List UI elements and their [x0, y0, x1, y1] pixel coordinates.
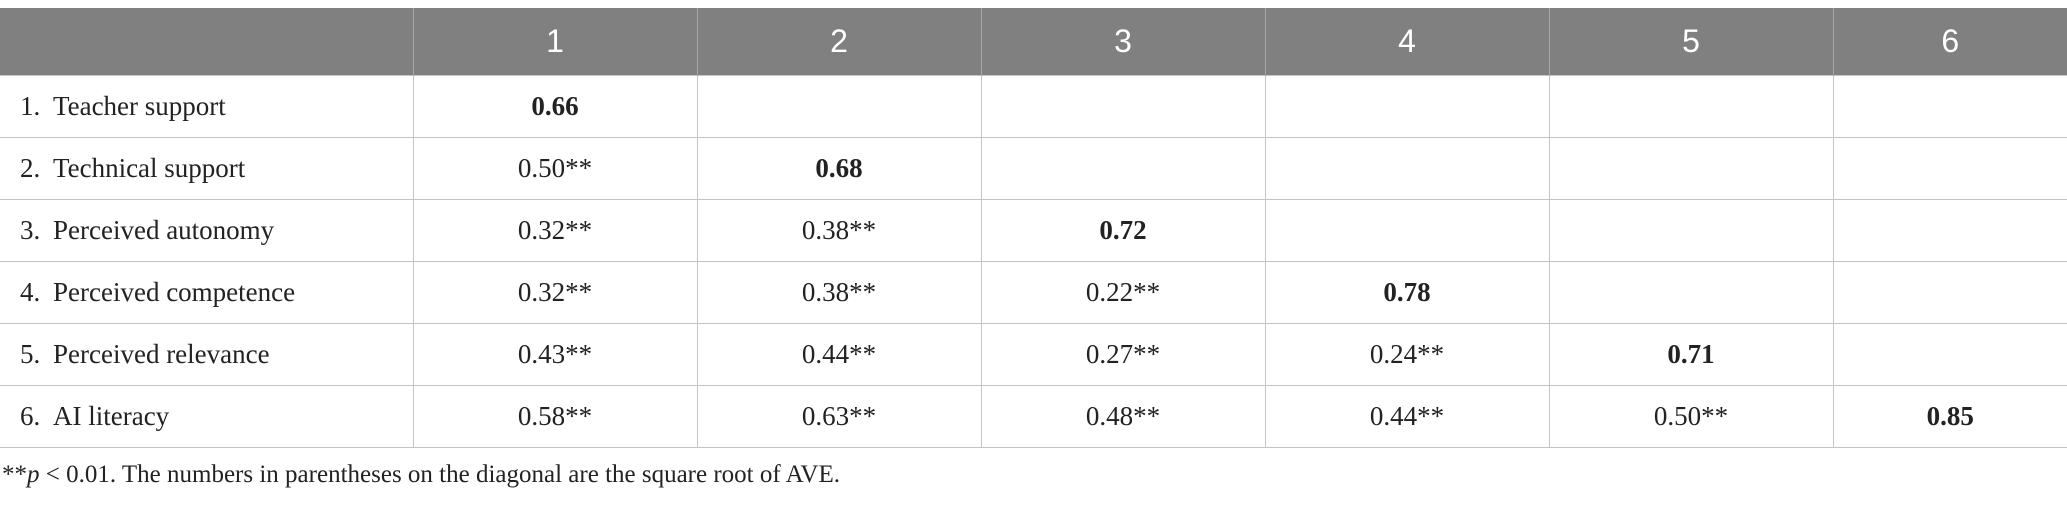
table-cell [1264, 75, 1550, 138]
table-cell [1548, 75, 1834, 138]
row-label: 2. Technical support [0, 137, 414, 200]
table-cell [980, 75, 1266, 138]
table-cell [1832, 137, 2067, 200]
table-cell [1832, 323, 2067, 386]
correlation-table: 1 2 3 4 5 6 1. Teacher support 0.66 2. Tec… [0, 8, 2067, 448]
table-cell [1832, 199, 2067, 262]
table-cell [1548, 137, 1834, 200]
table-cell: 0.44** [1264, 385, 1550, 448]
row-label: 4. Perceived competence [0, 261, 414, 324]
table-cell: 0.24** [1264, 323, 1550, 386]
row-number: 1. [20, 91, 41, 121]
footnote-text: < 0.01. The numbers in parentheses on th… [39, 461, 840, 488]
diagonal-cell: 0.66 [412, 75, 698, 138]
header-cell-corner [0, 8, 413, 76]
table-row: 6. AI literacy 0.58** 0.63** 0.48** 0.44*… [0, 385, 2067, 448]
table-cell: 0.38** [696, 261, 982, 324]
table-row: 5. Perceived relevance 0.43** 0.44** 0.27… [0, 323, 2067, 386]
header-cell-5: 5 [1548, 8, 1833, 76]
table-row: 1. Teacher support 0.66 [0, 75, 2067, 138]
table-cell: 0.22** [980, 261, 1266, 324]
row-label: 6. AI literacy [0, 385, 414, 448]
table-cell: 0.44** [696, 323, 982, 386]
footnote-stars: ** [2, 461, 27, 488]
table-cell: 0.38** [696, 199, 982, 262]
row-number: 5. [20, 339, 41, 369]
table-cell: 0.32** [412, 199, 698, 262]
row-number: 6. [20, 401, 41, 431]
row-number: 2. [20, 153, 41, 183]
table-cell [980, 137, 1266, 200]
table-cell [1264, 137, 1550, 200]
row-label-text: Perceived competence [53, 277, 296, 307]
diagonal-cell: 0.68 [696, 137, 982, 200]
table-cell [1832, 75, 2067, 138]
table-cell: 0.43** [412, 323, 698, 386]
table-cell: 0.63** [696, 385, 982, 448]
row-number: 4. [20, 277, 41, 307]
table-cell [1832, 261, 2067, 324]
table-row: 3. Perceived autonomy 0.32** 0.38** 0.72 [0, 199, 2067, 262]
table-row: 4. Perceived competence 0.32** 0.38** 0.2… [0, 261, 2067, 324]
footnote-p-symbol: p [27, 461, 40, 488]
row-label-text: Perceived autonomy [53, 215, 275, 245]
table-footnote: **p < 0.01. The numbers in parentheses o… [2, 461, 840, 489]
header-cell-1: 1 [412, 8, 697, 76]
table-cell [696, 75, 982, 138]
diagonal-cell: 0.71 [1548, 323, 1834, 386]
row-label: 5. Perceived relevance [0, 323, 414, 386]
row-label-text: Technical support [53, 153, 246, 183]
correlation-table-container: 1 2 3 4 5 6 1. Teacher support 0.66 2. Tec… [0, 8, 2067, 448]
table-header-row: 1 2 3 4 5 6 [0, 8, 2067, 76]
table-cell: 0.50** [412, 137, 698, 200]
header-cell-2: 2 [696, 8, 981, 76]
header-cell-3: 3 [980, 8, 1265, 76]
row-label-text: AI literacy [53, 401, 170, 431]
table-cell: 0.50** [1548, 385, 1834, 448]
row-label-text: Perceived relevance [53, 339, 270, 369]
diagonal-cell: 0.72 [980, 199, 1266, 262]
table-cell: 0.58** [412, 385, 698, 448]
header-cell-4: 4 [1264, 8, 1549, 76]
table-cell [1548, 199, 1834, 262]
header-cell-6: 6 [1832, 8, 2067, 76]
row-label: 3. Perceived autonomy [0, 199, 414, 262]
table-cell [1548, 261, 1834, 324]
table-cell: 0.48** [980, 385, 1266, 448]
diagonal-cell: 0.85 [1832, 385, 2067, 448]
table-row: 2. Technical support 0.50** 0.68 [0, 137, 2067, 200]
row-label-text: Teacher support [53, 91, 226, 121]
table-cell: 0.32** [412, 261, 698, 324]
table-cell: 0.27** [980, 323, 1266, 386]
diagonal-cell: 0.78 [1264, 261, 1550, 324]
row-number: 3. [20, 215, 41, 245]
table-cell [1264, 199, 1550, 262]
row-label: 1. Teacher support [0, 75, 414, 138]
